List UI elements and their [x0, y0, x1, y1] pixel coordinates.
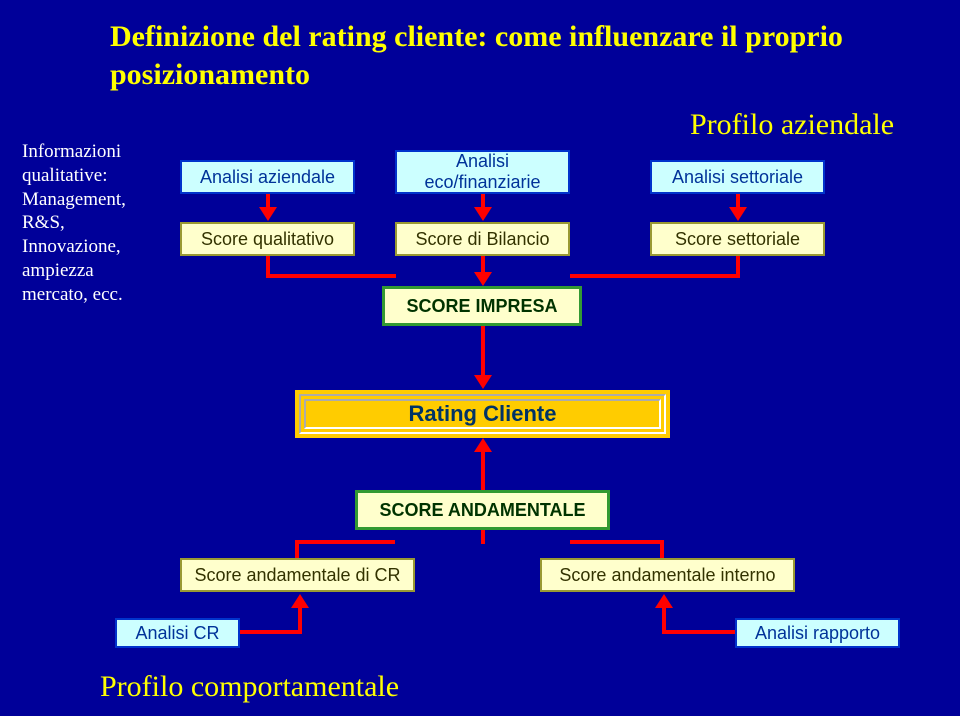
arrow-down-icon — [259, 207, 277, 221]
connector — [266, 274, 396, 278]
connector — [234, 630, 302, 634]
arrow-up-icon — [655, 594, 673, 608]
arrow-stem — [298, 608, 302, 632]
arrow-up-icon — [474, 438, 492, 452]
box-score-bilancio: Score di Bilancio — [395, 222, 570, 256]
box-score-andamentale-interno: Score andamentale interno — [540, 558, 795, 592]
arrow-stem — [481, 194, 485, 208]
arrow-stem — [266, 194, 270, 208]
box-score-impresa: SCORE IMPRESA — [382, 286, 582, 326]
heading-profilo-comportamentale: Profilo comportamentale — [100, 670, 399, 704]
connector — [266, 256, 270, 276]
arrow-down-icon — [474, 207, 492, 221]
arrow-up-icon — [291, 594, 309, 608]
arrow-down-icon — [474, 375, 492, 389]
arrow-stem — [481, 530, 485, 544]
box-rating-cliente: Rating Cliente — [295, 390, 670, 438]
arrow-stem — [481, 452, 485, 490]
box-analisi-aziendale: Analisi aziendale — [180, 160, 355, 194]
connector — [570, 274, 740, 278]
box-analisi-settoriale: Analisi settoriale — [650, 160, 825, 194]
box-analisi-rapporto: Analisi rapporto — [735, 618, 900, 648]
connector — [662, 630, 740, 634]
box-score-settoriale: Score settoriale — [650, 222, 825, 256]
arrow-stem — [736, 194, 740, 208]
box-analisi-eco: Analisi eco/finanziarie — [395, 150, 570, 194]
arrow-down-icon — [474, 272, 492, 286]
connector — [295, 540, 395, 544]
connector — [570, 540, 664, 544]
arrow-stem — [662, 608, 666, 632]
box-score-andamentale-cr: Score andamentale di CR — [180, 558, 415, 592]
connector — [736, 256, 740, 276]
arrow-stem — [481, 326, 485, 376]
heading-profilo-aziendale: Profilo aziendale — [690, 108, 894, 142]
box-score-andamentale: SCORE ANDAMENTALE — [355, 490, 610, 530]
rating-cliente-label: Rating Cliente — [409, 401, 557, 426]
box-analisi-cr: Analisi CR — [115, 618, 240, 648]
sidebar-note: Informazioni qualitative: Management, R&… — [22, 140, 162, 306]
arrow-down-icon — [729, 207, 747, 221]
box-score-qualitativo: Score qualitativo — [180, 222, 355, 256]
page-title: Definizione del rating cliente: come inf… — [110, 18, 850, 93]
